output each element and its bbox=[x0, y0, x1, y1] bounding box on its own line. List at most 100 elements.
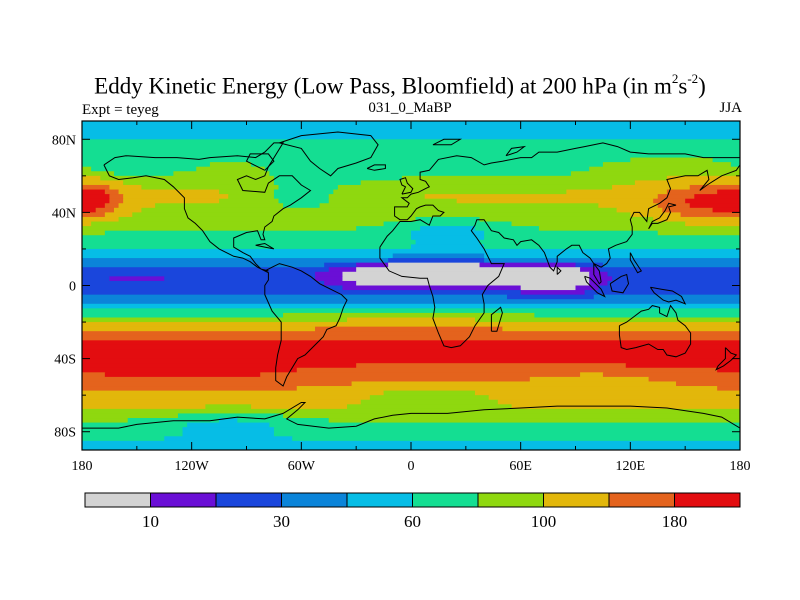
field-cell bbox=[82, 166, 92, 172]
field-cell bbox=[324, 280, 357, 287]
field-cell bbox=[177, 413, 284, 419]
y-tick-label: 80S bbox=[54, 426, 76, 441]
field-cell bbox=[616, 207, 663, 213]
field-cell bbox=[82, 436, 165, 442]
coastline-uk bbox=[399, 177, 414, 195]
field-cell bbox=[730, 162, 740, 168]
field-cell bbox=[520, 290, 586, 296]
field-cell bbox=[109, 276, 165, 282]
field-cell bbox=[219, 418, 238, 424]
field-cell bbox=[209, 162, 252, 168]
field-cell bbox=[82, 431, 184, 437]
field-cell bbox=[598, 285, 740, 291]
field-cell bbox=[141, 207, 618, 213]
colorbar-box bbox=[215, 492, 282, 508]
field-cell bbox=[82, 418, 129, 424]
field-cell bbox=[109, 198, 124, 204]
x-tick-label: 180 bbox=[730, 459, 751, 474]
field-cell bbox=[584, 290, 740, 296]
field-cell bbox=[383, 221, 513, 227]
y-tick-label: 40S bbox=[54, 353, 76, 368]
coastline-sumatra bbox=[584, 275, 606, 298]
field-cell bbox=[273, 427, 740, 433]
field-cell bbox=[580, 372, 604, 378]
field-cell bbox=[82, 198, 111, 204]
field-cell bbox=[219, 189, 275, 195]
field-cell bbox=[625, 363, 740, 369]
colorbar: 10 30 60 100 180 bbox=[84, 492, 741, 531]
coastlines bbox=[82, 131, 740, 429]
coastline-philippines bbox=[629, 252, 643, 274]
field-cell bbox=[383, 390, 476, 396]
field-cell bbox=[82, 143, 740, 150]
field-cell bbox=[356, 262, 389, 268]
field-cell bbox=[82, 184, 111, 191]
field-cell bbox=[315, 326, 503, 332]
colorbar-box bbox=[608, 492, 675, 508]
map-axes: 180 120W 60W 0 60E 120E 180 80N 40N 0 40S 80S bbox=[52, 121, 751, 474]
field-cell bbox=[598, 267, 740, 273]
field-cell bbox=[82, 276, 111, 282]
field-cell bbox=[685, 221, 740, 227]
field-cell bbox=[82, 299, 740, 305]
field-cell bbox=[538, 226, 740, 232]
field-cell bbox=[602, 162, 732, 168]
field-cell bbox=[82, 189, 106, 195]
field-cell bbox=[82, 326, 316, 332]
x-tick-label: 120W bbox=[175, 459, 210, 474]
field-cell bbox=[118, 216, 417, 223]
field-cell bbox=[113, 171, 174, 177]
field-cell bbox=[484, 258, 740, 264]
field-cell bbox=[666, 175, 740, 181]
field-cell bbox=[630, 157, 714, 163]
coastline-greenland bbox=[279, 131, 379, 177]
field-cell bbox=[575, 285, 599, 291]
x-tick-label: 120E bbox=[616, 459, 646, 474]
field-cell bbox=[82, 148, 740, 154]
coastline-new-guinea bbox=[649, 286, 687, 305]
coastline-south-america bbox=[264, 263, 348, 387]
field-cell bbox=[607, 271, 740, 277]
field-cell bbox=[237, 418, 330, 424]
field-cell bbox=[82, 404, 206, 410]
x-tick-label: 60E bbox=[509, 459, 532, 474]
y-tick-label: 80N bbox=[52, 133, 76, 148]
field-cell bbox=[173, 171, 270, 177]
field-cell bbox=[82, 317, 348, 323]
field-cell bbox=[356, 226, 421, 232]
field-cell bbox=[360, 180, 636, 186]
coastline-svalbard bbox=[432, 138, 463, 146]
colorbar-box bbox=[412, 492, 479, 508]
field-cell bbox=[91, 221, 385, 227]
field-cell bbox=[369, 395, 490, 401]
field-cell bbox=[497, 399, 740, 405]
field-cell bbox=[82, 180, 124, 186]
x-tick-label: 180 bbox=[72, 459, 93, 474]
field-cell bbox=[82, 203, 106, 209]
field-cell bbox=[411, 230, 485, 236]
x-tick-label: 60W bbox=[288, 459, 316, 474]
field-cell bbox=[283, 203, 321, 209]
field-cell bbox=[82, 308, 740, 314]
field-cell bbox=[717, 189, 740, 195]
field-cell bbox=[82, 280, 325, 287]
field-cell bbox=[388, 258, 485, 264]
field-cell bbox=[342, 285, 522, 291]
field-cell bbox=[689, 203, 740, 209]
field-cell bbox=[82, 239, 417, 245]
field-cell bbox=[356, 267, 581, 273]
field-cell bbox=[689, 184, 740, 191]
field-cell bbox=[164, 276, 316, 282]
field-cell bbox=[315, 276, 344, 282]
field-cell bbox=[648, 376, 740, 383]
coastline-cuba bbox=[255, 242, 275, 250]
field-cell bbox=[712, 207, 740, 213]
field-cell bbox=[82, 386, 298, 392]
field-cell bbox=[502, 326, 740, 332]
field-cell bbox=[662, 207, 714, 213]
field-cell bbox=[712, 157, 740, 163]
field-cell bbox=[356, 363, 627, 369]
field-cell bbox=[82, 335, 740, 341]
y-tick-label: 0 bbox=[69, 280, 76, 295]
field-cell bbox=[676, 381, 740, 387]
